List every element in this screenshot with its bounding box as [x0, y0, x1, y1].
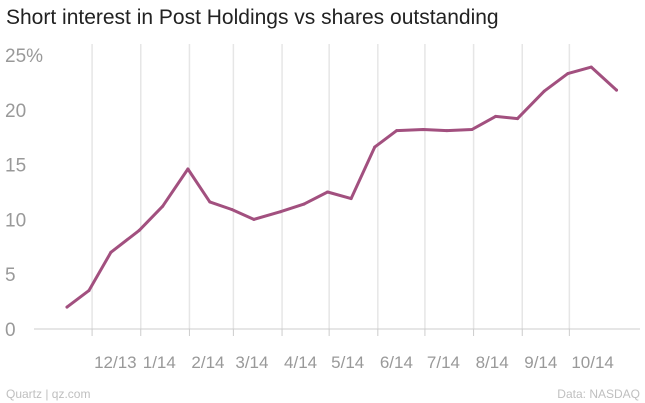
- data-point-2014-06-30: [421, 128, 425, 131]
- y-tick-label-25: 25%: [5, 46, 43, 67]
- data-point-2014-08-15: [494, 114, 498, 118]
- data-point-2014-04-15: [302, 202, 306, 206]
- data-point-2014-02-14: [208, 200, 212, 204]
- data-point-2013-12-13: [109, 250, 113, 254]
- data-point-2014-10-31: [615, 88, 618, 92]
- data-point-2014-07-15: [445, 129, 449, 133]
- x-tick-label-3-14: 3/14: [235, 353, 268, 372]
- y-tick-label-20: 20: [5, 101, 26, 122]
- data-point-2014-09-30: [566, 72, 570, 76]
- data-point-2014-03-31: [279, 210, 282, 214]
- chart-title: Short interest in Post Holdings vs share…: [6, 6, 499, 29]
- data-point-2014-02-28: [230, 208, 234, 211]
- series-line-0: [65, 65, 618, 309]
- data-point-2014-04-30: [326, 190, 330, 194]
- data-point-2014-05-15: [349, 197, 353, 201]
- data-point-2013-11-15: [65, 305, 69, 309]
- data-point-2014-07-31: [470, 128, 474, 131]
- footer-source: Data: NASDAQ: [557, 387, 640, 401]
- x-tick-label-12-13: 12/13: [94, 353, 137, 372]
- y-tick-label-15: 15: [5, 156, 26, 177]
- x-tick-label-8-14: 8/14: [476, 353, 509, 372]
- data-point-2014-01-31: [186, 167, 190, 171]
- series-layer: [65, 65, 618, 309]
- x-tick-label-9-14: 9/14: [524, 353, 557, 372]
- data-point-2013-11-29: [87, 289, 91, 293]
- data-point-2014-06-13: [395, 129, 399, 133]
- x-tick-label-6-14: 6/14: [380, 353, 413, 372]
- data-point-2013-12-31: [137, 228, 141, 232]
- data-point-2014-08-29: [516, 117, 519, 121]
- x-tick-label-2-14: 2/14: [191, 353, 224, 372]
- grid-layer: [91, 44, 571, 329]
- x-tick-label-10-14: 10/14: [571, 353, 614, 372]
- data-point-2014-01-15: [161, 204, 165, 208]
- x-tick-labels: 12/13 1/14 2/14 3/14 4/14 5/14 6/14 7/14 8/14 9/1…: [91, 329, 614, 372]
- data-point-2014-03-14: [252, 217, 256, 221]
- footer-credit: Quartz | qz.com: [6, 387, 91, 401]
- data-point-2014-05-30: [373, 145, 377, 149]
- x-tick-label-7-14: 7/14: [427, 353, 460, 372]
- y-tick-label-10: 10: [5, 210, 26, 231]
- x-tick-label-1-14: 1/14: [143, 353, 176, 372]
- y-tick-labels: 0 5 10 15 20 25%: [5, 46, 43, 341]
- data-point-2014-09-15: [542, 89, 546, 93]
- x-tick-label-4-14: 4/14: [284, 353, 317, 372]
- y-tick-label-0: 0: [5, 320, 16, 341]
- y-tick-label-5: 5: [5, 265, 16, 286]
- data-point-2014-10-15: [589, 65, 593, 69]
- x-tick-label-5-14: 5/14: [331, 353, 364, 372]
